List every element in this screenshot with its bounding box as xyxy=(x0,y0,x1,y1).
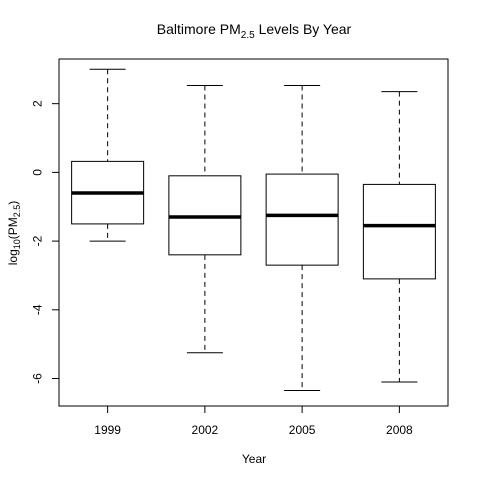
x-tick-label: 2008 xyxy=(386,423,413,437)
y-axis-label-sub-10: 10 xyxy=(12,239,22,249)
boxes-layer xyxy=(71,68,436,392)
y-tick-label: -2 xyxy=(31,235,45,246)
y-axis-label-pm: (PM xyxy=(6,217,20,239)
interquartile-box xyxy=(265,173,339,266)
y-axis-label-sub-25: 2.5 xyxy=(12,205,22,218)
interquartile-box xyxy=(362,183,436,280)
box-2002 xyxy=(168,84,242,354)
x-tick-label: 2002 xyxy=(192,423,219,437)
chart-title-rest: Levels By Year xyxy=(255,21,352,37)
y-axis-label: log10(PM2.5) xyxy=(6,201,22,266)
y-axis-label-log: log xyxy=(6,249,20,265)
y-tick-label: -4 xyxy=(31,304,45,315)
y-axis-label-close: ) xyxy=(6,201,20,205)
box-2008 xyxy=(362,91,436,383)
chart-title-subscript: 2.5 xyxy=(241,30,255,41)
x-tick-label: 1999 xyxy=(94,423,121,437)
chart-title-main: Baltimore PM xyxy=(157,21,241,37)
y-axis: -6 -4 -2 0 2 xyxy=(31,100,60,384)
box-1999 xyxy=(71,68,145,242)
y-tick-label: 2 xyxy=(31,100,45,107)
chart-title: Baltimore PM2.5 Levels By Year xyxy=(157,21,352,41)
x-axis-label: Year xyxy=(242,452,266,466)
y-tick-label: -6 xyxy=(31,373,45,384)
x-axis: 1999 2002 2005 2008 xyxy=(94,405,413,437)
y-tick-label: 0 xyxy=(31,169,45,176)
x-tick-label: 2005 xyxy=(289,423,316,437)
box-2005 xyxy=(265,84,339,392)
plot-frame xyxy=(58,58,449,407)
